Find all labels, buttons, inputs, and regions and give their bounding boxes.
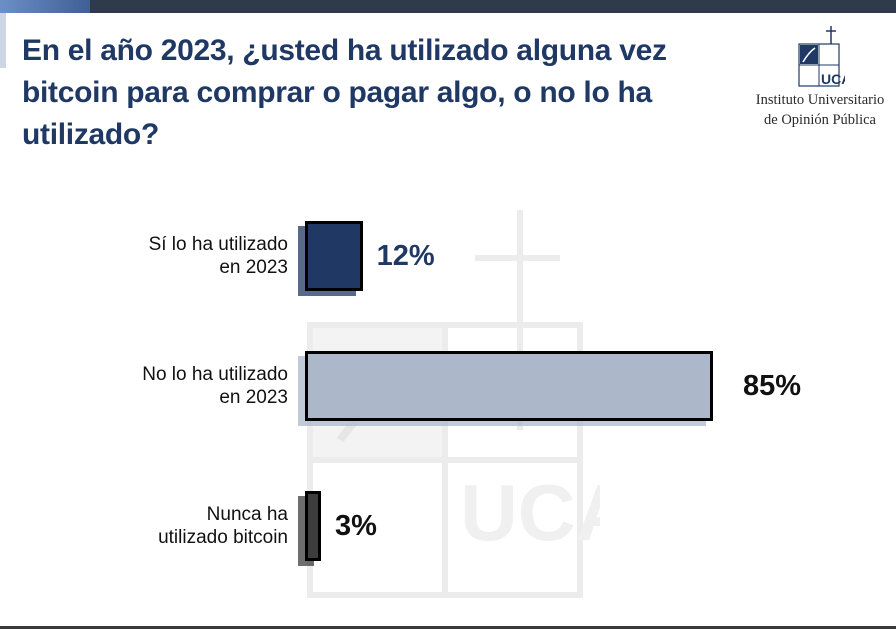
uca-logo-icon: UCA xyxy=(798,26,845,87)
category-label: No lo ha utilizado en 2023 xyxy=(88,363,288,409)
bottom-rule xyxy=(0,626,896,629)
category-label-line: Sí lo ha utilizado xyxy=(148,234,288,255)
data-label: 12% xyxy=(376,240,435,272)
bar xyxy=(305,491,321,561)
category-label: Nunca ha utilizado bitcoin xyxy=(88,503,288,549)
category-label-line: Nunca ha xyxy=(206,504,288,525)
bar xyxy=(305,351,713,421)
category-label: Sí lo ha utilizado en 2023 xyxy=(88,233,288,279)
title-accent-strip xyxy=(0,13,6,68)
category-label-line: en 2023 xyxy=(219,257,288,278)
top-bar xyxy=(0,0,896,13)
category-label-line: utilizado bitcoin xyxy=(158,527,288,548)
logo-line-2: de Opinión Pública xyxy=(764,112,876,128)
category-label-line: en 2023 xyxy=(219,387,288,408)
data-label: 3% xyxy=(335,510,377,542)
logo-line-1: Instituto Universitario xyxy=(755,92,885,108)
top-bar-accent xyxy=(0,0,90,13)
category-label-line: No lo ha utilizado xyxy=(142,364,288,385)
bar xyxy=(305,221,363,291)
data-label: 85% xyxy=(743,370,802,402)
logo-mark-text: UCA xyxy=(821,71,845,87)
logo-text: Instituto Universitario de Opinión Públi… xyxy=(745,90,895,130)
svg-text:UCA: UCA xyxy=(460,468,600,557)
iuop-logo: UCA Instituto Universitario de Opinión P… xyxy=(745,26,895,131)
page-title: En el año 2023, ¿usted ha utilizado algu… xyxy=(22,34,667,151)
